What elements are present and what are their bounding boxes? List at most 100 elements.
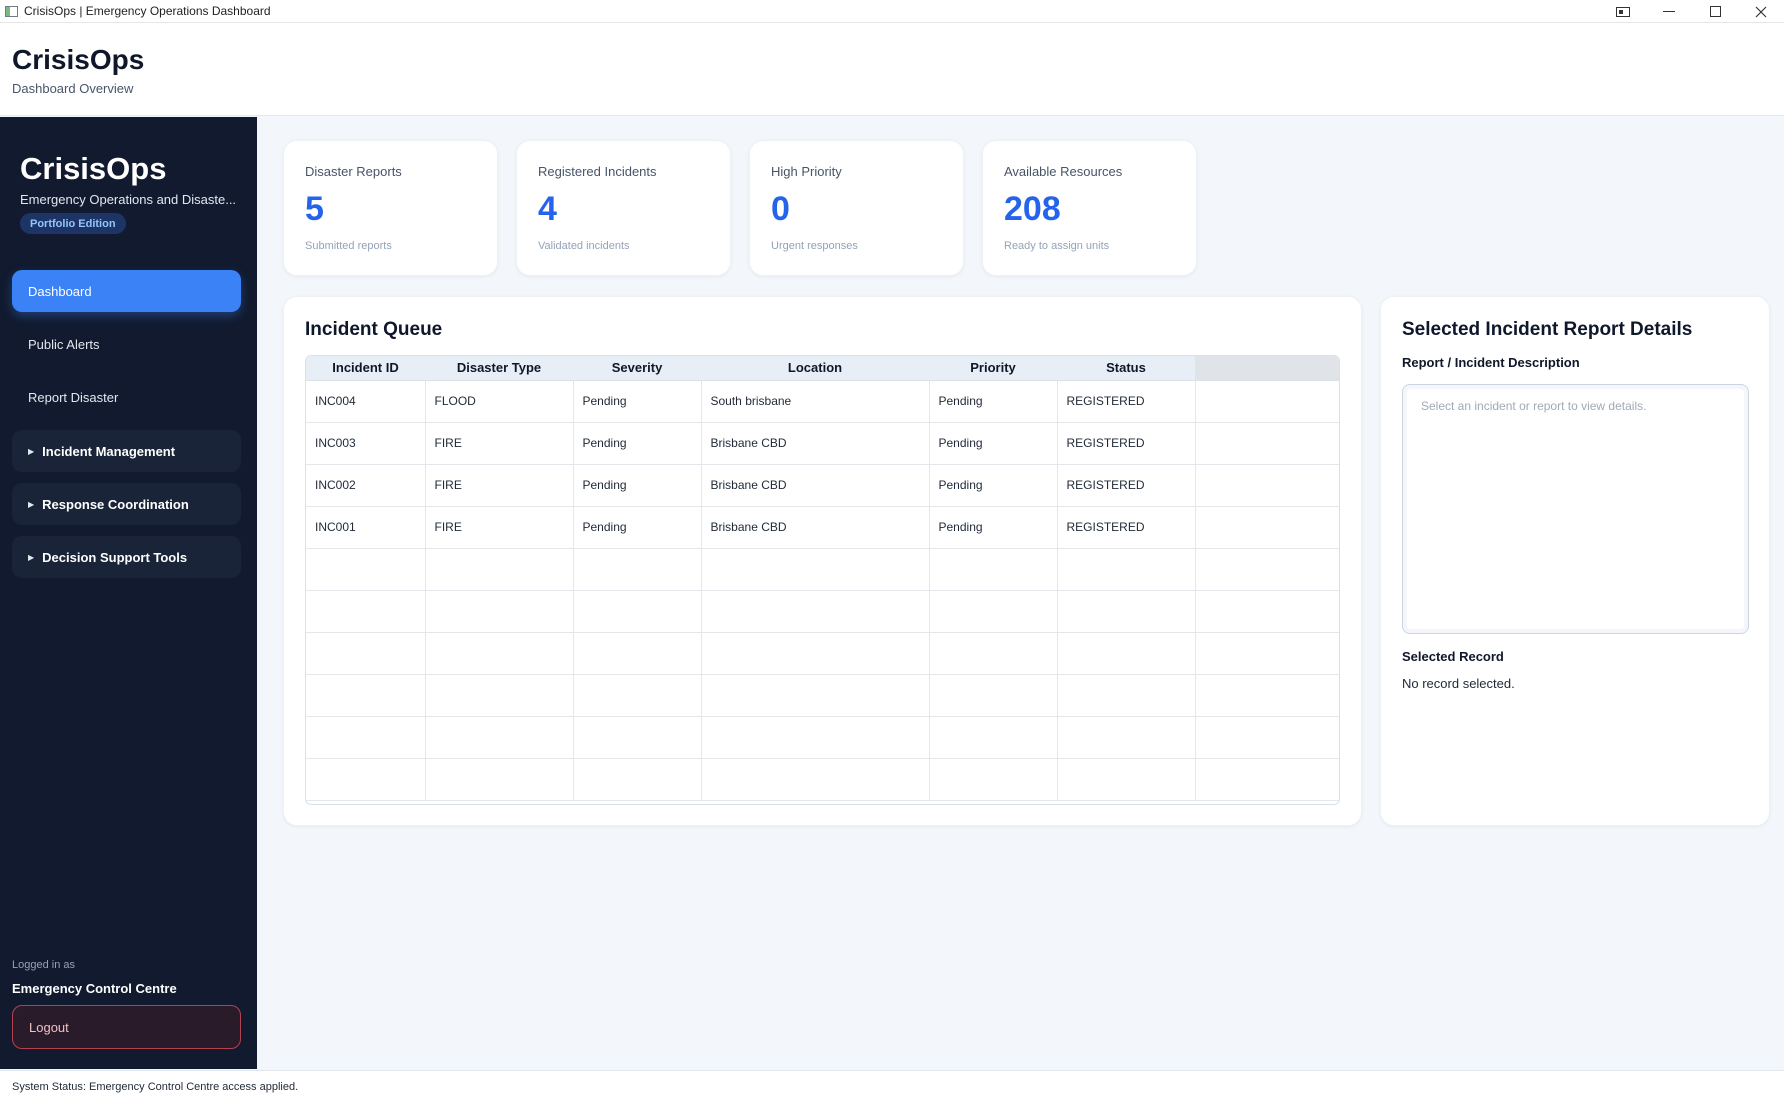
logout-label: Logout [29, 1019, 69, 1035]
window-titlebar: CrisisOps | Emergency Operations Dashboa… [0, 0, 1784, 23]
stat-sub: Ready to assign units [1004, 240, 1110, 252]
empty-table-row [306, 590, 1339, 633]
header-subtitle: Dashboard Overview [12, 81, 134, 96]
cell-filler [1195, 506, 1339, 549]
selected-record-value: No record selected. [1402, 676, 1515, 691]
stat-card-high-priority: High Priority 0 Urgent responses [749, 140, 964, 276]
app-icon [5, 5, 18, 17]
column-header-severity[interactable]: Severity [573, 356, 701, 381]
expand-triangle-icon: ▶ [28, 499, 35, 509]
status-bar: System Status: Emergency Control Centre … [0, 1070, 1784, 1102]
column-header-priority[interactable]: Priority [929, 356, 1057, 381]
cell-filler [1195, 380, 1339, 423]
cell-location: Brisbane CBD [701, 464, 930, 507]
stat-value: 5 [305, 190, 324, 228]
cell-status: REGISTERED [1057, 422, 1196, 465]
app-header: CrisisOps Dashboard Overview [0, 23, 1784, 116]
expand-triangle-icon: ▶ [28, 552, 35, 562]
logged-in-label: Logged in as [12, 959, 75, 971]
cell-disaster-type: FLOOD [425, 380, 574, 423]
close-icon[interactable] [1738, 0, 1784, 23]
sidebar-group-label: Response Coordination [42, 496, 189, 512]
window-title: CrisisOps | Emergency Operations Dashboa… [24, 4, 271, 18]
stat-label: Registered Incidents [538, 164, 657, 179]
minimize-icon[interactable] [1646, 0, 1692, 23]
table-row[interactable]: INC002 FIRE Pending Brisbane CBD Pending… [306, 464, 1339, 507]
sidebar-item-label: Dashboard [28, 283, 92, 299]
sidebar-item-label: Report Disaster [28, 389, 119, 405]
cell-severity: Pending [573, 506, 702, 549]
details-title: Selected Incident Report Details [1402, 319, 1693, 340]
empty-table-row [306, 674, 1339, 717]
cell-incident-id: INC003 [306, 422, 426, 465]
sidebar-group-response-coordination[interactable]: ▶ Response Coordination [12, 483, 241, 525]
cell-severity: Pending [573, 464, 702, 507]
stat-label: Available Resources [1004, 164, 1123, 179]
sidebar-group-label: Decision Support Tools [42, 549, 188, 565]
stat-label: High Priority [771, 164, 842, 179]
logged-in-user: Emergency Control Centre [12, 981, 177, 996]
stat-card-disaster-reports: Disaster Reports 5 Submitted reports [283, 140, 498, 276]
cell-filler [1195, 422, 1339, 465]
incident-details-panel: Selected Incident Report Details Report … [1380, 296, 1770, 826]
column-header-disaster-type[interactable]: Disaster Type [425, 356, 573, 381]
empty-table-row [306, 758, 1339, 801]
sidebar-group-label: Incident Management [42, 443, 176, 459]
incident-queue-title: Incident Queue [305, 319, 443, 340]
sidebar-item-report-disaster[interactable]: Report Disaster [12, 376, 241, 418]
stat-sub: Validated incidents [538, 240, 630, 252]
empty-table-row [306, 548, 1339, 591]
empty-table-row [306, 716, 1339, 759]
stat-card-available-resources: Available Resources 208 Ready to assign … [982, 140, 1197, 276]
cell-disaster-type: FIRE [425, 506, 574, 549]
snap-layout-icon[interactable] [1600, 0, 1646, 23]
cell-priority: Pending [929, 380, 1058, 423]
table-row[interactable]: INC003 FIRE Pending Brisbane CBD Pending… [306, 422, 1339, 465]
column-header-incident-id[interactable]: Incident ID [306, 356, 425, 381]
cell-priority: Pending [929, 422, 1058, 465]
sidebar-item-public-alerts[interactable]: Public Alerts [12, 323, 241, 365]
logout-button[interactable]: Logout [12, 1005, 241, 1049]
empty-table-row [306, 632, 1339, 675]
window-controls [1600, 0, 1784, 23]
stat-value: 208 [1004, 190, 1061, 228]
stat-label: Disaster Reports [305, 164, 402, 179]
expand-triangle-icon: ▶ [28, 446, 35, 456]
status-text: System Status: Emergency Control Centre … [12, 1080, 299, 1093]
cell-location: Brisbane CBD [701, 506, 930, 549]
column-header-filler [1195, 356, 1339, 381]
maximize-icon[interactable] [1692, 0, 1738, 23]
cell-incident-id: INC002 [306, 464, 426, 507]
incident-queue-panel: Incident Queue Incident ID Disaster Type… [283, 296, 1362, 826]
column-header-status[interactable]: Status [1057, 356, 1195, 381]
sidebar-group-decision-support-tools[interactable]: ▶ Decision Support Tools [12, 536, 241, 578]
cell-status: REGISTERED [1057, 506, 1196, 549]
sidebar-group-incident-management[interactable]: ▶ Incident Management [12, 430, 241, 472]
cell-location: Brisbane CBD [701, 422, 930, 465]
cell-priority: Pending [929, 506, 1058, 549]
table-header-row: Incident ID Disaster Type Severity Locat… [306, 356, 1339, 381]
sidebar-item-dashboard[interactable]: Dashboard [12, 270, 241, 312]
cell-priority: Pending [929, 464, 1058, 507]
sidebar-item-label: Public Alerts [28, 336, 100, 352]
cell-disaster-type: FIRE [425, 464, 574, 507]
incident-table: Incident ID Disaster Type Severity Locat… [305, 355, 1340, 805]
sidebar-description: Emergency Operations and Disaste... [20, 192, 237, 207]
selected-record-label: Selected Record [1402, 649, 1504, 664]
cell-severity: Pending [573, 380, 702, 423]
cell-status: REGISTERED [1057, 380, 1196, 423]
table-row[interactable]: INC001 FIRE Pending Brisbane CBD Pending… [306, 506, 1339, 549]
description-label: Report / Incident Description [1402, 355, 1580, 370]
column-header-location[interactable]: Location [701, 356, 929, 381]
cell-status: REGISTERED [1057, 464, 1196, 507]
cell-filler [1195, 464, 1339, 507]
table-row[interactable]: INC004 FLOOD Pending South brisbane Pend… [306, 380, 1339, 423]
cell-location: South brisbane [701, 380, 930, 423]
cell-incident-id: INC004 [306, 380, 426, 423]
stat-card-registered-incidents: Registered Incidents 4 Validated inciden… [516, 140, 731, 276]
cell-severity: Pending [573, 422, 702, 465]
header-brand: CrisisOps [12, 44, 145, 75]
sidebar: CrisisOps Emergency Operations and Disas… [0, 117, 257, 1069]
description-textarea[interactable] [1402, 384, 1749, 634]
cell-disaster-type: FIRE [425, 422, 574, 465]
